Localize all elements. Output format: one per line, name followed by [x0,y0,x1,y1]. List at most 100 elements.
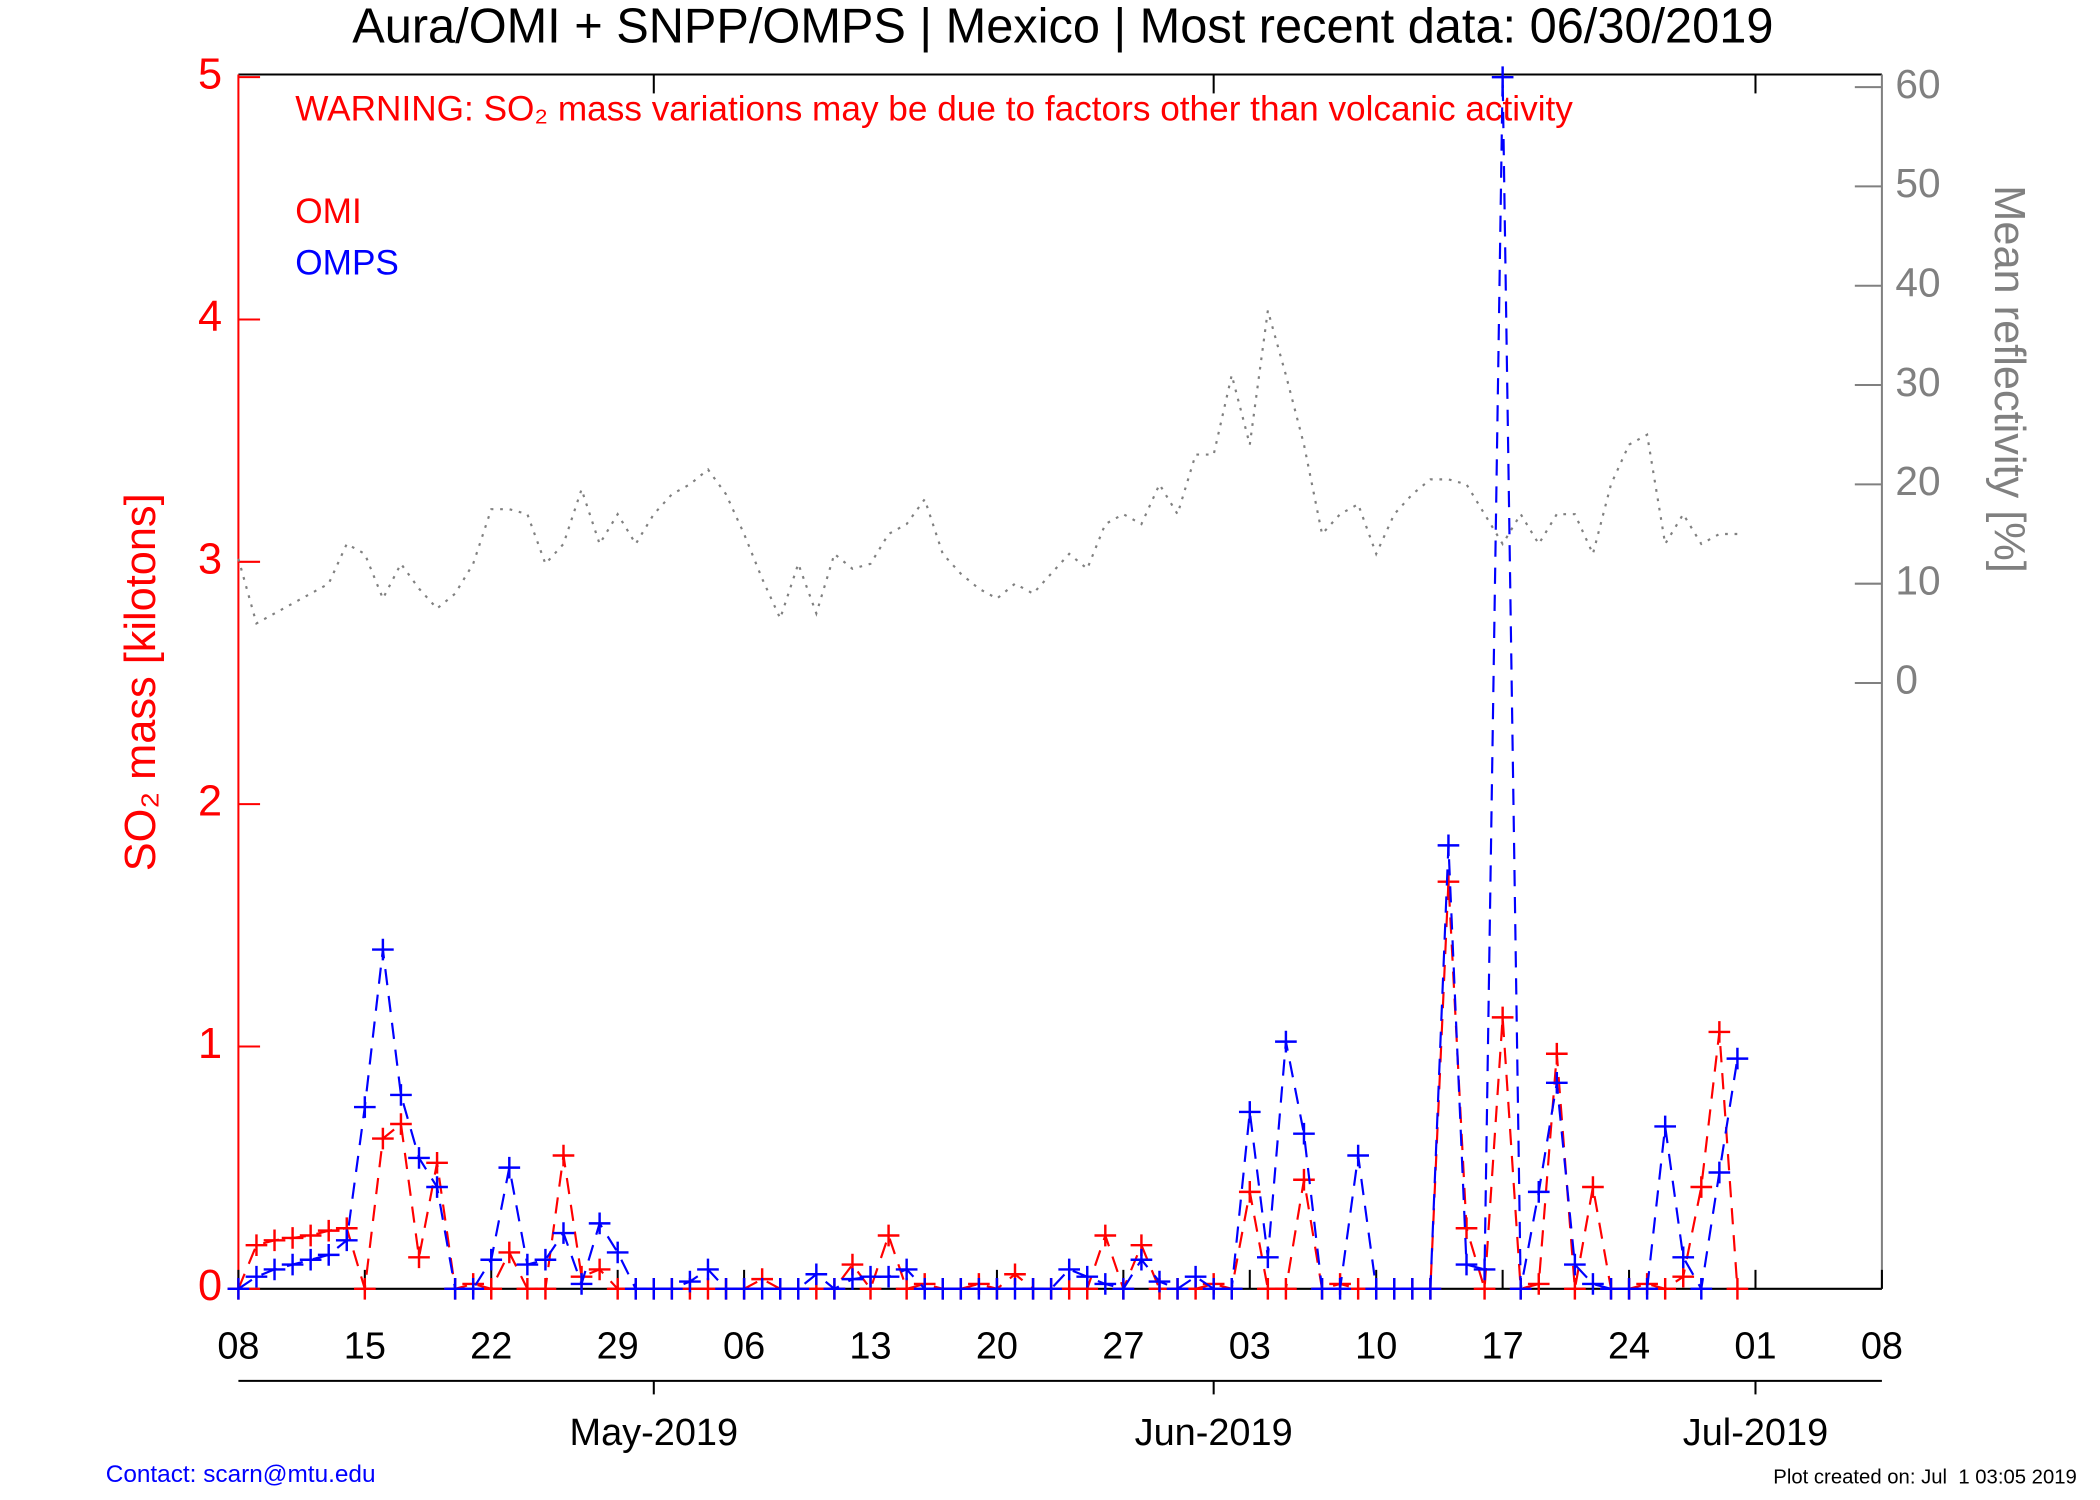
marker [913,1277,936,1300]
marker [1220,1277,1243,1300]
marker [1455,1217,1478,1240]
marker [661,1277,683,1300]
marker [1238,1101,1261,1123]
y-tick-label: 2 [198,778,222,826]
x-tick-label: 01 [1734,1325,1776,1367]
marker [606,1241,629,1264]
marker [1112,1277,1135,1300]
y2-tick-label: 40 [1895,259,1940,305]
marker [624,1277,647,1300]
marker [1347,1277,1369,1300]
marker [1672,1265,1695,1288]
marker [263,1258,286,1281]
x-tick-label: 27 [1102,1325,1144,1367]
marker [787,1277,810,1300]
marker [877,1224,900,1247]
marker [1708,1161,1731,1184]
marker [1690,1277,1713,1300]
marker [588,1258,611,1281]
marker [1401,1277,1424,1300]
marker [1726,1047,1749,1070]
marker [1437,870,1460,893]
marker [516,1277,539,1300]
marker [1726,1277,1749,1300]
marker [588,1212,611,1235]
marker [1383,1277,1406,1300]
y-tick-label: 5 [198,51,222,99]
marker [534,1248,557,1271]
marker [353,1096,376,1118]
marker [498,1156,521,1179]
marker [1582,1273,1604,1295]
x-tick-label: 29 [597,1325,639,1367]
marker [1058,1258,1081,1281]
marker [335,1229,358,1252]
marker [1329,1277,1351,1300]
marker [299,1248,322,1271]
marker [642,1277,665,1300]
marker [1347,1144,1369,1167]
marker [697,1277,719,1300]
y2-tick-label: 30 [1895,359,1940,405]
x-tick-label: 20 [976,1325,1018,1367]
x-tick-label: 08 [217,1325,259,1367]
marker [227,1277,250,1300]
marker [1582,1176,1604,1198]
marker [1040,1277,1062,1300]
marker [1311,1277,1333,1300]
marker [715,1277,737,1300]
y2-axis-label: Mean reflectivity [%] [1985,185,2033,573]
marker [1491,66,1514,88]
marker [895,1258,918,1281]
marker [751,1277,773,1300]
marker [245,1234,268,1257]
marker [570,1273,593,1295]
marker [1184,1265,1207,1288]
month-label: Jun-2019 [1135,1412,1293,1454]
chart-title: Aura/OMI + SNPP/OMPS | Mexico | Most rec… [352,0,1773,54]
marker [1275,1277,1297,1300]
marker [1202,1277,1225,1300]
created-date: Plot created on: Jul 1 03:05 2019 [1773,1467,2077,1489]
warning: WARNING: SO₂ mass variations may be due … [295,89,1573,128]
marker [733,1277,755,1300]
marker [245,1265,268,1288]
marker [968,1277,990,1300]
marker [534,1277,557,1300]
marker [986,1277,1008,1300]
marker [1437,834,1460,857]
marker [1257,1246,1279,1269]
marker [498,1241,521,1264]
marker [281,1253,304,1276]
x-tick-label: 13 [849,1325,891,1367]
series-line [237,310,1738,626]
marker [1618,1277,1640,1300]
marker [263,1229,286,1252]
x-tick-label: 22 [470,1325,512,1367]
marker [1509,1277,1532,1300]
marker [480,1277,503,1300]
marker [1473,1277,1496,1300]
x-tick-label: 15 [344,1325,386,1367]
marker [1564,1277,1586,1300]
marker [805,1263,828,1286]
x-tick-label: 03 [1229,1325,1271,1367]
marker [1076,1265,1099,1288]
legend-label: OMI [295,192,361,231]
marker [1545,1042,1568,1065]
marker [1130,1248,1153,1271]
marker [1166,1277,1189,1300]
marker [1654,1115,1677,1138]
marker [697,1258,719,1281]
marker [462,1277,485,1300]
marker [1600,1277,1622,1300]
marker [1690,1176,1713,1198]
marker [408,1147,430,1169]
marker [679,1270,701,1293]
marker [516,1253,539,1276]
marker [606,1277,629,1300]
marker [877,1265,900,1288]
marker [1636,1277,1658,1300]
